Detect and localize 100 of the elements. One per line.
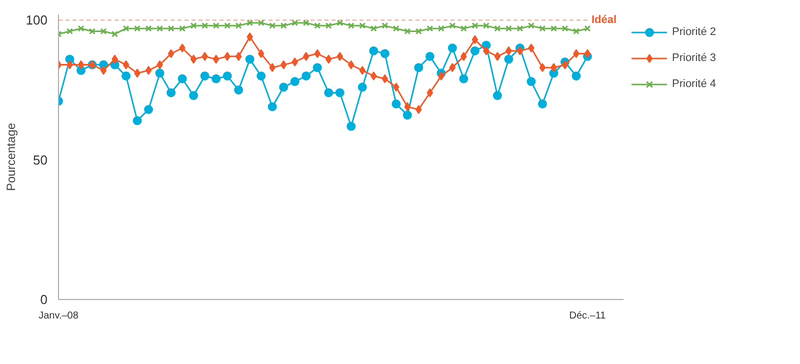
point xyxy=(472,22,478,29)
point xyxy=(290,77,300,86)
point xyxy=(234,85,244,94)
point xyxy=(562,25,568,32)
point xyxy=(426,25,434,32)
point xyxy=(414,63,424,72)
legend-label: Priorité 4 xyxy=(672,78,716,90)
point xyxy=(268,102,277,112)
point xyxy=(516,46,524,56)
point xyxy=(335,88,344,98)
point xyxy=(122,71,131,80)
point xyxy=(78,25,84,32)
point xyxy=(415,105,422,114)
legend-label: Priorité 3 xyxy=(672,52,716,64)
point xyxy=(166,88,176,98)
point xyxy=(224,22,231,29)
point xyxy=(190,54,197,64)
point xyxy=(505,25,512,32)
point xyxy=(494,52,501,61)
point xyxy=(404,28,411,34)
point xyxy=(392,82,400,92)
point xyxy=(100,28,107,34)
point xyxy=(280,60,287,70)
point xyxy=(359,66,366,75)
point xyxy=(212,74,221,84)
point xyxy=(189,91,198,100)
point xyxy=(302,20,310,26)
point xyxy=(212,22,220,29)
point xyxy=(449,22,456,29)
point xyxy=(380,49,390,58)
point xyxy=(392,99,401,108)
point xyxy=(100,66,107,75)
point xyxy=(584,25,591,32)
point xyxy=(539,25,546,32)
point xyxy=(382,22,388,29)
point xyxy=(269,63,276,72)
y-tick-label: 100 xyxy=(26,12,48,28)
point xyxy=(256,71,266,80)
point xyxy=(235,22,242,29)
point xyxy=(425,52,434,61)
point xyxy=(426,88,434,98)
point xyxy=(212,54,220,64)
point xyxy=(346,122,356,131)
point xyxy=(415,28,422,34)
point xyxy=(78,60,84,70)
point xyxy=(459,74,468,84)
point xyxy=(526,77,536,86)
point xyxy=(572,71,581,80)
point xyxy=(66,28,73,34)
point xyxy=(482,22,490,29)
point xyxy=(528,22,534,29)
y-tick-label: 50 xyxy=(33,152,48,168)
point xyxy=(112,30,118,38)
point xyxy=(516,25,524,32)
point xyxy=(382,74,388,84)
point xyxy=(258,49,264,58)
point xyxy=(472,35,478,44)
point xyxy=(449,63,456,72)
point xyxy=(492,91,502,100)
point xyxy=(302,52,310,61)
point xyxy=(145,66,152,75)
point xyxy=(246,20,254,26)
point xyxy=(178,74,187,84)
point xyxy=(258,20,264,26)
point xyxy=(460,25,467,32)
point xyxy=(325,22,332,29)
point xyxy=(359,22,366,29)
point xyxy=(292,58,298,66)
point xyxy=(122,25,130,32)
legend-label: Priorité 2 xyxy=(672,26,716,38)
point xyxy=(538,99,547,108)
y-axis-title: Pourcentage xyxy=(4,122,18,192)
point xyxy=(392,25,400,32)
point xyxy=(404,102,411,112)
point xyxy=(134,25,141,32)
point xyxy=(448,44,457,53)
point xyxy=(470,46,480,56)
point xyxy=(325,54,332,64)
point xyxy=(222,71,232,80)
point xyxy=(179,25,186,32)
point xyxy=(144,105,154,114)
point xyxy=(348,60,354,70)
point xyxy=(324,88,334,98)
point xyxy=(280,22,287,29)
point xyxy=(314,22,321,29)
point xyxy=(168,25,174,32)
point xyxy=(235,52,242,61)
x-tick-label: Déc.–11 xyxy=(569,310,606,322)
point xyxy=(155,68,164,78)
point xyxy=(402,110,412,120)
point xyxy=(168,49,174,58)
point xyxy=(348,22,354,29)
point xyxy=(279,82,288,92)
point xyxy=(269,22,276,29)
point xyxy=(89,28,96,34)
point xyxy=(132,116,142,126)
point xyxy=(358,82,367,92)
point xyxy=(438,25,444,32)
point xyxy=(314,49,321,58)
point xyxy=(202,22,208,29)
